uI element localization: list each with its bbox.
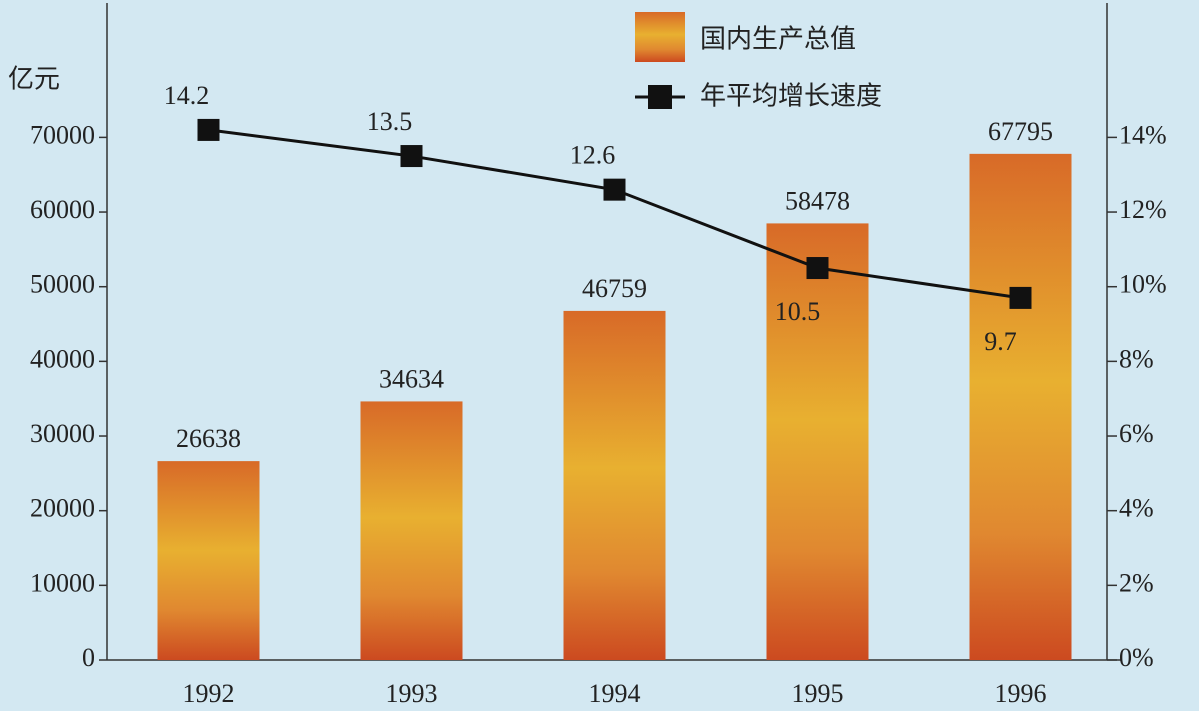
y2-tick-label: 14% [1119, 120, 1167, 149]
y-tick-label: 70000 [30, 120, 95, 149]
y-axis-label: 亿元 [8, 65, 60, 95]
bar-value-label: 34634 [379, 364, 444, 393]
bar-value-label: 46759 [582, 274, 647, 303]
line-value-label: 10.5 [775, 297, 821, 326]
y2-tick-label: 12% [1119, 195, 1167, 224]
line-marker [197, 118, 220, 141]
y-tick-label: 40000 [30, 344, 95, 373]
line-marker [400, 145, 423, 168]
x-tick-label: 1994 [589, 679, 641, 708]
x-tick-label: 1993 [386, 679, 438, 708]
line-value-label: 14.2 [164, 81, 210, 110]
bar [157, 461, 260, 660]
legend-label: 年平均增长速度 [700, 82, 882, 112]
x-tick-label: 1992 [183, 679, 235, 708]
y-tick-label: 60000 [30, 195, 95, 224]
y2-tick-label: 8% [1119, 344, 1154, 373]
y-tick-label: 10000 [30, 568, 95, 597]
legend-swatch [635, 12, 685, 62]
line-marker [806, 257, 829, 280]
y-tick-label: 30000 [30, 419, 95, 448]
legend-label: 国内生产总值 [700, 25, 856, 55]
y2-tick-label: 6% [1119, 419, 1154, 448]
bar-value-label: 67795 [988, 117, 1053, 146]
line-marker [603, 178, 626, 201]
x-tick-label: 1995 [792, 679, 844, 708]
bar [360, 401, 463, 660]
y-tick-label: 50000 [30, 270, 95, 299]
y-tick-label: 0 [82, 643, 95, 672]
legend-marker [648, 85, 672, 109]
line-value-label: 9.7 [984, 327, 1017, 356]
y2-tick-label: 0% [1119, 643, 1154, 672]
bar [766, 223, 869, 660]
x-tick-label: 1996 [995, 679, 1047, 708]
y2-tick-label: 4% [1119, 494, 1154, 523]
line-marker [1009, 286, 1032, 309]
y2-tick-label: 10% [1119, 270, 1167, 299]
line-value-label: 12.6 [570, 141, 616, 170]
bar [969, 153, 1072, 660]
y-tick-label: 20000 [30, 494, 95, 523]
y2-tick-label: 2% [1119, 568, 1154, 597]
bar-value-label: 58478 [785, 186, 850, 215]
bar-value-label: 26638 [176, 424, 241, 453]
line-value-label: 13.5 [367, 107, 413, 136]
bar [563, 310, 666, 660]
